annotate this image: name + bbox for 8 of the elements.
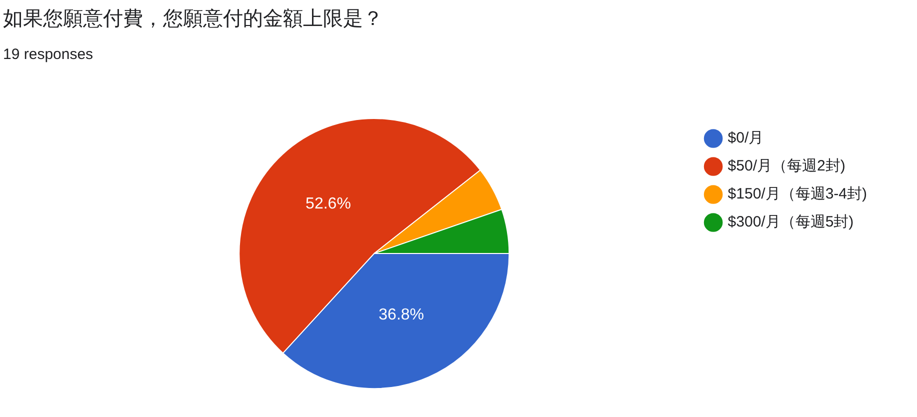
legend-label: $300/月（每週5封) — [728, 214, 854, 231]
legend-label: $0/月 — [728, 130, 764, 147]
text: 19 responses — [3, 46, 94, 63]
chart-title: 如果您願意付費，您願意付的金額上限是？ — [3, 7, 383, 32]
legend-label: $150/月（每週3-4封) — [728, 186, 868, 203]
legend-label: $50/月（每週2封) — [728, 158, 846, 175]
data-label: 52.6% — [306, 195, 351, 212]
data-label: 36.8% — [378, 306, 424, 324]
